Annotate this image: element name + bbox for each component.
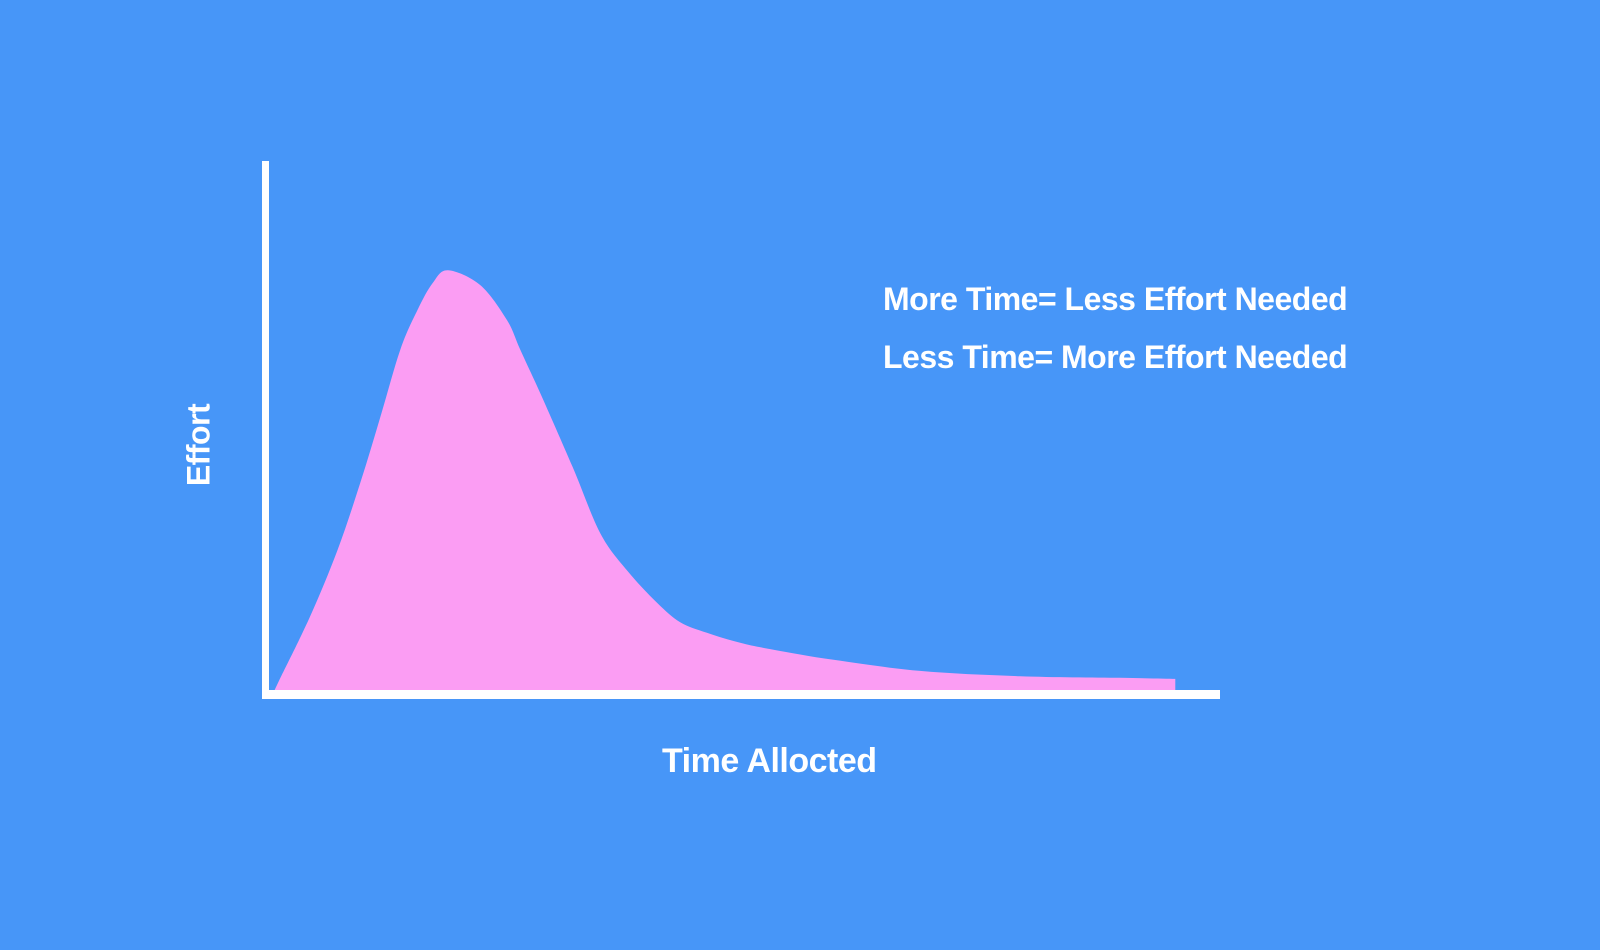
x-axis-line (262, 690, 1220, 699)
annotation-line-2: Less Time= More Effort Needed (883, 339, 1348, 375)
effort-curve-area (274, 270, 1176, 690)
x-axis-label: Time Allocted (662, 742, 877, 780)
annotation-text: More Time= Less Effort Needed Less Time=… (883, 270, 1348, 386)
annotation-line-1: More Time= Less Effort Needed (883, 281, 1348, 317)
y-axis-line (262, 161, 269, 699)
y-axis-label: Effort (180, 403, 217, 487)
